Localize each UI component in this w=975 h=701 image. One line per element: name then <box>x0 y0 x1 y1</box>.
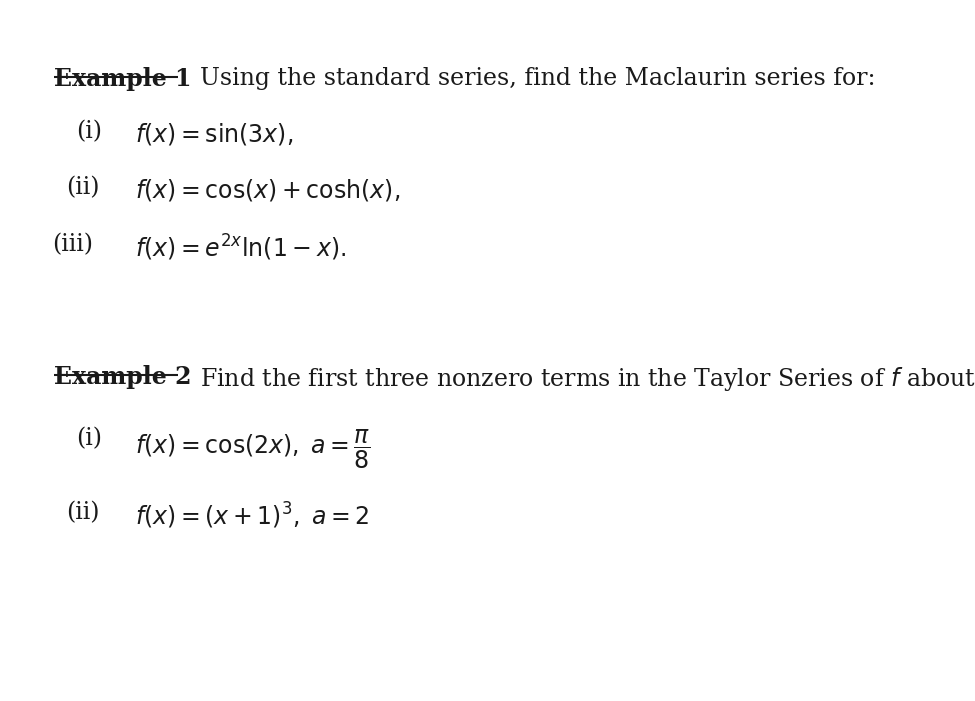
Text: (i): (i) <box>76 121 102 144</box>
Text: Find the first three nonzero terms in the Taylor Series of $f$ about $x = a$ if: Find the first three nonzero terms in th… <box>200 365 975 393</box>
Text: Example 1: Example 1 <box>54 67 191 90</box>
Text: $f(x) = \cos(2x),\; a = \dfrac{\pi}{8}$: $f(x) = \cos(2x),\; a = \dfrac{\pi}{8}$ <box>135 428 370 471</box>
Text: Using the standard series, find the Maclaurin series for:: Using the standard series, find the Macl… <box>200 67 876 90</box>
Text: $f(x) = (x+1)^3,\; a = 2$: $f(x) = (x+1)^3,\; a = 2$ <box>135 501 369 531</box>
Text: (i): (i) <box>76 428 102 451</box>
Text: (ii): (ii) <box>66 177 99 200</box>
Text: $f(x) = \sin(3x),$: $f(x) = \sin(3x),$ <box>135 121 292 147</box>
Text: $f(x) = \cos(x) + \cosh(x),$: $f(x) = \cos(x) + \cosh(x),$ <box>135 177 400 203</box>
Text: (ii): (ii) <box>66 501 99 524</box>
Text: (iii): (iii) <box>52 233 93 256</box>
Text: $f(x) = e^{2x}\ln(1 - x).$: $f(x) = e^{2x}\ln(1 - x).$ <box>135 233 346 263</box>
Text: Example 2: Example 2 <box>54 365 191 388</box>
